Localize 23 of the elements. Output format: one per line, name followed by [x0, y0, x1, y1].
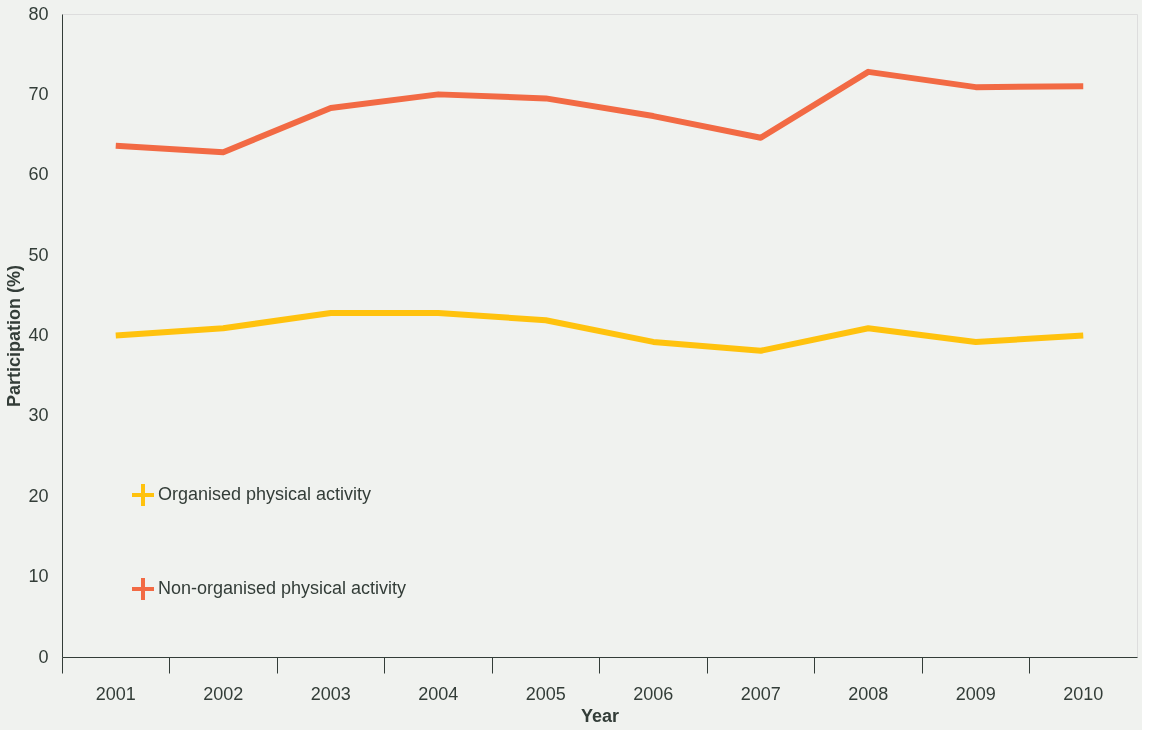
x-tick-label: 2009 [955, 683, 996, 704]
y-tick-label: 80 [28, 3, 49, 24]
y-tick-label: 50 [28, 244, 49, 265]
legend-label: Non-organised physical activity [158, 578, 407, 598]
x-tick-label: 2002 [203, 683, 244, 704]
y-tick-label: 30 [28, 405, 49, 426]
x-tick-label: 2001 [95, 683, 136, 704]
y-tick-label: 20 [28, 485, 49, 506]
y-tick-label: 10 [28, 566, 49, 587]
y-tick-label: 70 [28, 83, 49, 104]
y-tick-label: 0 [38, 646, 49, 667]
x-axis-title: Year [580, 705, 620, 726]
x-tick-label: 2004 [418, 683, 459, 704]
x-tick-label: 2007 [740, 683, 781, 704]
x-tick-label: 2010 [1063, 683, 1104, 704]
x-tick-label: 2006 [633, 683, 674, 704]
legend-label: Organised physical activity [158, 484, 372, 504]
y-tick-label: 60 [28, 164, 49, 185]
x-tick-label: 2008 [848, 683, 889, 704]
x-tick-label: 2005 [525, 683, 566, 704]
y-tick-label: 40 [28, 325, 49, 345]
x-tick-label: 2003 [310, 683, 351, 704]
y-axis-title: Participation (%) [4, 264, 25, 408]
